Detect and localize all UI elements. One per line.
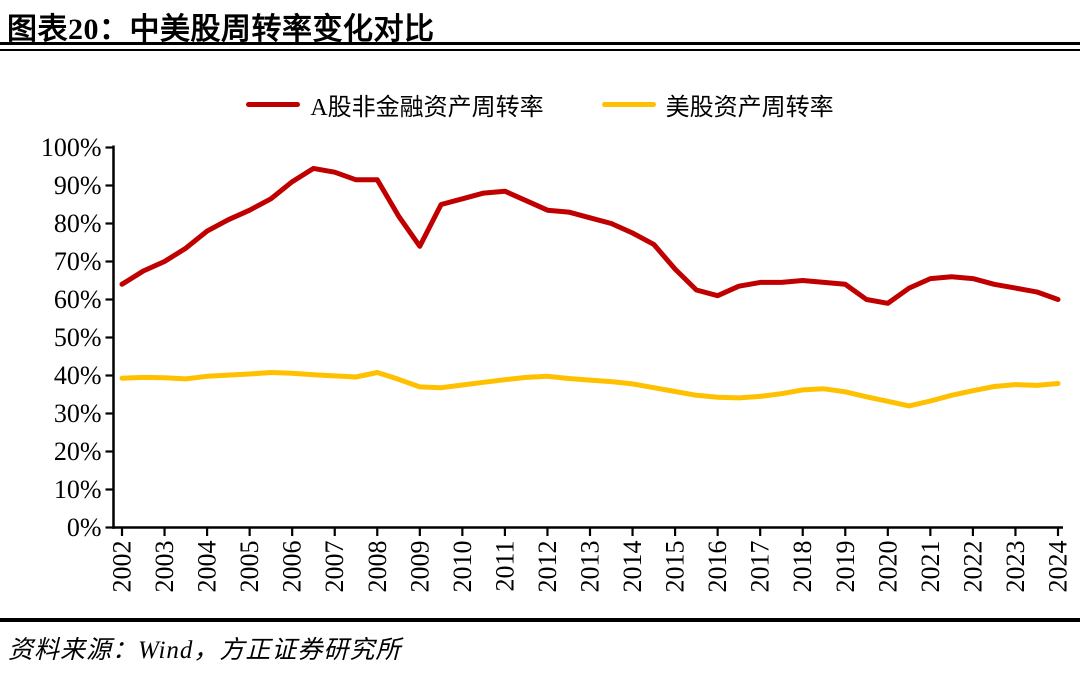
y-axis-label: 90% xyxy=(54,171,102,200)
y-axis-label: 70% xyxy=(54,247,102,276)
x-axis-label: 2013 xyxy=(576,541,605,593)
legend-label-us-stock: 美股资产周转率 xyxy=(665,95,834,121)
x-axis-label: 2017 xyxy=(746,541,775,593)
page-title: 图表20：中美股周转率变化对比 xyxy=(7,13,435,46)
x-axis-label: 2021 xyxy=(916,541,945,593)
x-axis-label: 2008 xyxy=(363,541,392,593)
y-axis-label: 50% xyxy=(54,323,102,352)
series-line-0 xyxy=(119,165,1061,306)
x-axis-label: 2020 xyxy=(873,541,902,593)
x-axis-label: 2006 xyxy=(278,541,307,593)
x-axis-label: 2015 xyxy=(661,541,690,593)
y-axis-label: 20% xyxy=(54,437,102,466)
x-axis-label: 2019 xyxy=(831,541,860,593)
x-axis-label: 2002 xyxy=(108,541,137,593)
x-axis-label: 2007 xyxy=(320,541,349,593)
chart-legend: A股非金融资产周转率 美股资产周转率 xyxy=(0,87,1080,122)
x-axis-label: 2018 xyxy=(788,541,817,593)
footer-divider-rule xyxy=(0,618,1080,622)
y-axis-label: 100% xyxy=(41,133,102,162)
series-line-1 xyxy=(119,370,1061,409)
y-axis-label: 0% xyxy=(67,513,102,542)
x-axis-label: 2022 xyxy=(958,541,987,593)
y-axis-label: 10% xyxy=(54,475,102,504)
x-axis-label: 2014 xyxy=(618,541,647,593)
legend-line-swatch-us-stock xyxy=(601,102,656,107)
y-axis-label: 80% xyxy=(54,209,102,238)
x-axis-label: 2024 xyxy=(1044,541,1073,593)
source-text: 资料来源：Wind，方正证券研究所 xyxy=(8,637,402,664)
y-axis-label: 60% xyxy=(54,285,102,314)
x-axis-label: 2003 xyxy=(150,541,179,593)
legend-line-swatch-a-share xyxy=(246,102,301,107)
legend-item-us-stock: 美股资产周转率 xyxy=(601,87,834,122)
x-axis-label: 2016 xyxy=(703,541,732,593)
x-axis-label: 2011 xyxy=(490,541,519,592)
x-axis-label: 2023 xyxy=(1001,541,1030,593)
x-axis-label: 2004 xyxy=(193,541,222,593)
x-axis-label: 2010 xyxy=(448,541,477,593)
legend-label-a-share: A股非金融资产周转率 xyxy=(310,95,544,121)
x-axis-label: 2009 xyxy=(405,541,434,593)
x-axis-label: 2005 xyxy=(235,541,264,593)
title-divider-rule xyxy=(0,42,1080,51)
y-axis-label: 30% xyxy=(54,399,102,428)
line-chart: 0% 10% 20% 30% 40% 50% 60% 70% 80% 90% 100% 2002 200… xyxy=(41,133,1073,593)
y-axis-label: 40% xyxy=(54,361,102,390)
legend-item-a-share: A股非金融资产周转率 xyxy=(246,87,544,122)
x-axis-label: 2012 xyxy=(533,541,562,593)
